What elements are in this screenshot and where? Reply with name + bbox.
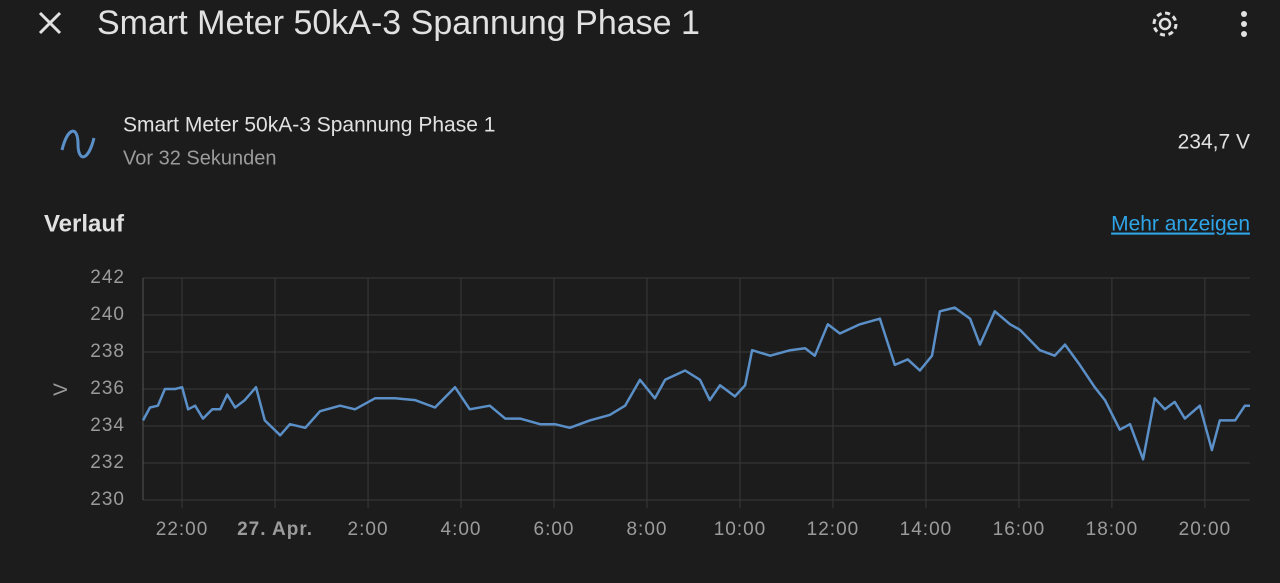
y-tick-label: 238: [90, 341, 125, 362]
x-tick-label: 10:00: [714, 519, 767, 540]
close-button[interactable]: [38, 11, 62, 35]
x-tick-label: 14:00: [900, 519, 953, 540]
x-tick-label: 4:00: [441, 519, 482, 540]
gear-icon: [1152, 11, 1178, 37]
entity-name: Smart Meter 50kA-3 Spannung Phase 1: [123, 114, 495, 137]
x-tick-label: 18:00: [1086, 519, 1139, 540]
x-tick-label: 12:00: [807, 519, 860, 540]
dot: [1241, 31, 1247, 37]
y-tick-label: 240: [90, 304, 125, 325]
x-tick-label: 22:00: [156, 519, 209, 540]
dot: [1241, 11, 1247, 17]
settings-button[interactable]: [1152, 11, 1178, 37]
chart: 230 232 234 236 238 240 242 22:00 27. Apr. 2:00 4:…: [51, 267, 1250, 540]
y-axis-label: V: [51, 382, 72, 396]
gear-center: [1158, 17, 1172, 31]
x-tick-label: 20:00: [1179, 519, 1232, 540]
y-tick-label: 236: [90, 378, 125, 399]
entity-state: 234,7 V: [1178, 131, 1250, 154]
more-link[interactable]: Mehr anzeigen: [1111, 213, 1250, 236]
dot: [1241, 21, 1247, 27]
close-icon: [38, 11, 62, 35]
y-tick-label: 242: [90, 267, 125, 288]
y-tick-label: 234: [90, 415, 125, 436]
y-tick-label: 230: [90, 489, 125, 510]
x-tick-label: 6:00: [534, 519, 575, 540]
x-tick-label: 8:00: [626, 519, 667, 540]
x-tick-label: 16:00: [993, 519, 1046, 540]
voltage-line: [141, 306, 1250, 461]
dialog-title: Smart Meter 50kA-3 Spannung Phase 1: [97, 4, 700, 42]
last-changed: Vor 32 Sekunden: [123, 147, 276, 169]
history-title: Verlauf: [44, 210, 125, 237]
sine-icon: [60, 129, 96, 159]
menu-button[interactable]: [1241, 11, 1247, 37]
x-tick-label: 27. Apr.: [237, 519, 313, 540]
y-tick-label: 232: [90, 452, 125, 473]
x-tick-label: 2:00: [348, 519, 389, 540]
